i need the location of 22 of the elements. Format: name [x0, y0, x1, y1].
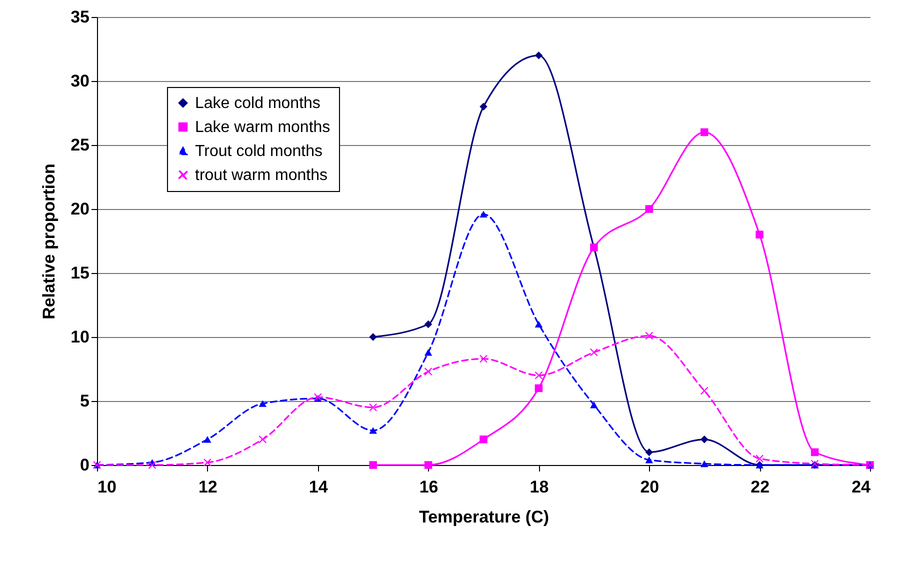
y-tick-label: 0 [80, 456, 90, 474]
x-tick-label: 10 [98, 478, 116, 496]
y-axis-title: Relative proportion [40, 164, 59, 320]
y-tick-label: 35 [70, 8, 90, 26]
x-tick-label: 14 [308, 478, 328, 496]
y-tick-label: 20 [70, 200, 90, 218]
legend-label: Lake warm months [195, 119, 330, 136]
legend-label: Trout cold months [195, 143, 322, 160]
y-tick-label: 30 [70, 72, 90, 90]
y-tick-label: 5 [80, 392, 90, 410]
x-tick-label: 22 [750, 478, 770, 496]
legend-label: Lake cold months [195, 95, 320, 112]
x-tick-label: 12 [198, 478, 218, 496]
y-tick-label: 15 [70, 264, 90, 282]
x-tick-label: 16 [419, 478, 438, 496]
x-axis-title: Temperature (C) [418, 508, 550, 526]
x-tick-label: 18 [530, 478, 549, 496]
x-tick-label: 24 [852, 478, 872, 496]
y-tick-label: 25 [70, 136, 90, 154]
y-tick-label: 10 [70, 328, 90, 346]
x-tick-label: 20 [640, 478, 660, 496]
legend-label: trout warm months [195, 167, 328, 184]
